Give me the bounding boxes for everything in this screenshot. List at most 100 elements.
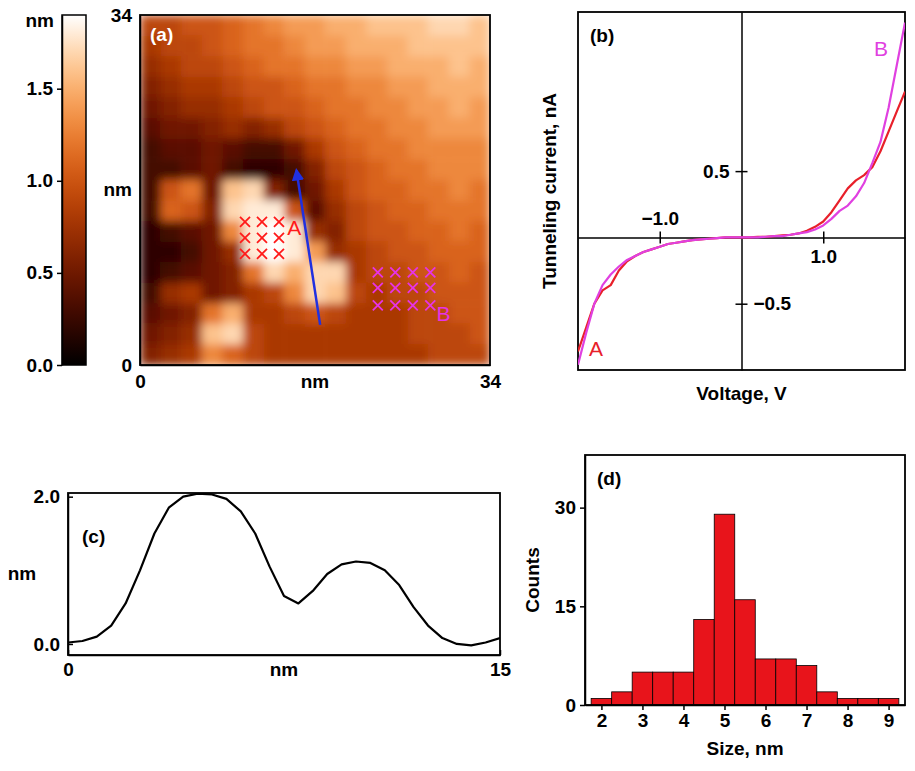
x-axis: 0 15 [63, 650, 511, 680]
height-cell [161, 159, 182, 180]
height-cell [408, 118, 429, 139]
height-cell [202, 15, 223, 36]
height-cell [243, 118, 264, 139]
height-cell [428, 324, 449, 345]
height-cell [202, 200, 223, 221]
height-cell [264, 118, 285, 139]
y-axis-title: nm [104, 179, 133, 200]
height-cell [428, 344, 449, 365]
height-cell [181, 180, 202, 201]
x-axis-title: nm [301, 371, 330, 392]
x-axis-tick: 4 [679, 705, 690, 731]
histogram-bar [858, 698, 879, 705]
height-cell [346, 139, 367, 160]
height-cell [366, 97, 387, 118]
probe-point [390, 283, 400, 293]
x-axis-tick-mark [823, 231, 825, 243]
height-cell [284, 241, 305, 262]
height-cell [366, 77, 387, 98]
probe-point [425, 283, 435, 293]
height-cell [366, 344, 387, 365]
height-cell [366, 241, 387, 262]
height-cell [305, 303, 326, 324]
height-cell [325, 118, 346, 139]
height-cell [449, 324, 470, 345]
height-cell [449, 159, 470, 180]
height-cell [284, 283, 305, 304]
height-cell [469, 36, 490, 57]
probe-point [425, 267, 435, 277]
height-cell [428, 159, 449, 180]
height-cell [284, 36, 305, 57]
height-cell [181, 36, 202, 57]
y-axis-tick-label: 34 [111, 5, 133, 26]
height-cell [243, 97, 264, 118]
height-cell [428, 15, 449, 36]
plot-frame [68, 493, 500, 655]
height-cell [366, 200, 387, 221]
probe-point [390, 267, 400, 277]
x-axis-tick-label: 15 [490, 659, 512, 680]
height-cell [469, 180, 490, 201]
probe-point [274, 217, 284, 227]
height-cell [222, 344, 243, 365]
height-cell [449, 180, 470, 201]
panel-label: (b) [590, 25, 614, 46]
colorbar-axis-tick: 1.0 [27, 170, 62, 191]
y-axis: 0.02.0 [34, 486, 73, 655]
x-axis-tick-mark [642, 705, 644, 710]
y-axis-line [140, 16, 142, 366]
colorbar-axis-tick-mark [57, 273, 62, 275]
colorbar-axis-tick-label: 0.0 [27, 355, 53, 376]
height-cell [243, 15, 264, 36]
height-cell [387, 221, 408, 242]
height-cell [366, 221, 387, 242]
histogram-bar [591, 698, 612, 705]
y-axis-tick-mark [580, 705, 585, 707]
height-cell [469, 139, 490, 160]
height-cell [449, 36, 470, 57]
height-cell [325, 241, 346, 262]
y-axis-tick: 0 [121, 355, 140, 376]
probe-point [240, 217, 250, 227]
height-cell [408, 344, 429, 365]
y-axis-tick-label: 0.0 [34, 634, 60, 655]
colorbar-axis-tick-mark [57, 365, 62, 367]
x-axis-tick-label: 0 [63, 659, 74, 680]
height-cell [222, 15, 243, 36]
x-axis-tick: 34 [480, 365, 502, 392]
height-cell [181, 262, 202, 283]
probe-point [373, 267, 383, 277]
height-cell [140, 118, 161, 139]
height-cell [387, 77, 408, 98]
height-cell [387, 139, 408, 160]
x-axis-line [141, 365, 491, 367]
height-cell [449, 97, 470, 118]
histogram-bar [735, 600, 756, 705]
height-cell [202, 303, 223, 324]
height-cell [284, 344, 305, 365]
histogram-bar [632, 672, 653, 705]
height-cell [387, 262, 408, 283]
colorbar-axis: 0.00.51.01.5 [27, 16, 63, 376]
height-cell [428, 36, 449, 57]
height-cell [449, 56, 470, 77]
height-cell [305, 180, 326, 201]
y-axis-tick: 15 [555, 596, 585, 617]
height-cell [387, 15, 408, 36]
y-axis-line [68, 494, 70, 656]
height-cell [243, 283, 264, 304]
height-cell [346, 283, 367, 304]
height-cell [346, 344, 367, 365]
height-cell [408, 97, 429, 118]
x-axis-line [69, 655, 501, 657]
height-cell [284, 159, 305, 180]
height-cell [161, 221, 182, 242]
height-cell [366, 15, 387, 36]
height-cell [264, 262, 285, 283]
series-label: A [589, 337, 603, 360]
y-axis-tick-mark [580, 606, 585, 608]
height-cell [243, 344, 264, 365]
height-cell [140, 303, 161, 324]
height-cell [243, 200, 264, 221]
